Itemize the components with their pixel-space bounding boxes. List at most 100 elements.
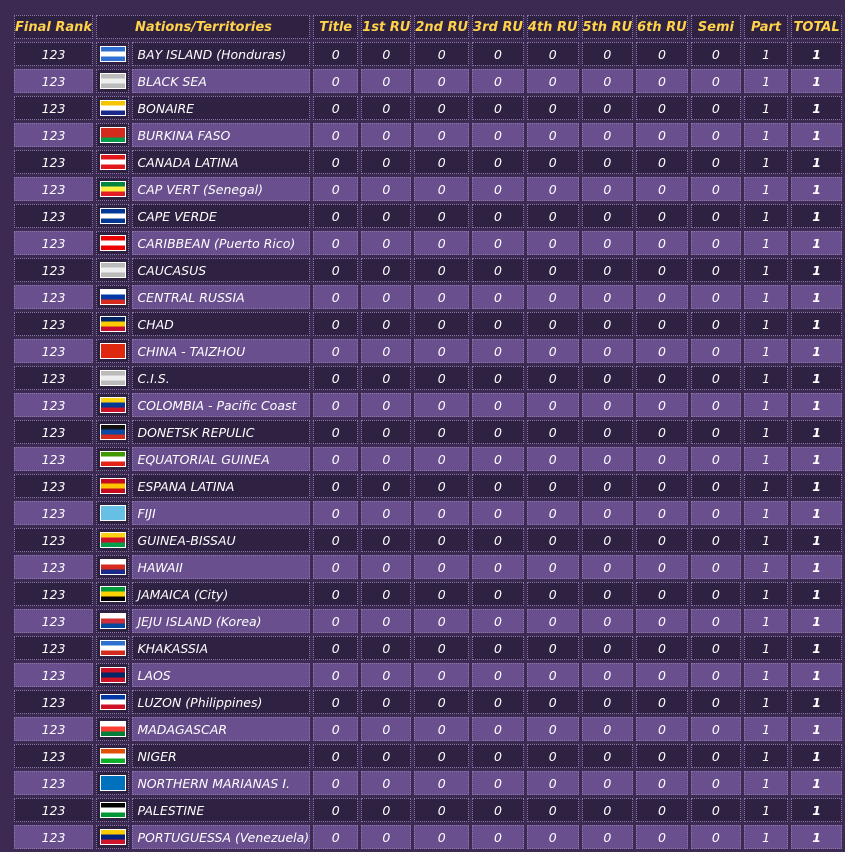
6th-ru-cell: 0	[636, 474, 688, 498]
nation-name: CARIBBEAN (Puerto Rico)	[132, 231, 311, 255]
nation-name: HAWAII	[132, 555, 311, 579]
part-cell: 1	[743, 636, 789, 660]
flag-cell	[96, 690, 130, 714]
flag-cell	[96, 339, 130, 363]
5th-ru-cell: 0	[581, 285, 634, 309]
title-cell: 0	[313, 528, 359, 552]
2nd-ru-cell: 0	[414, 285, 470, 309]
3rd-ru-cell: 0	[472, 582, 524, 606]
4th-ru-cell: 0	[526, 177, 579, 201]
5th-ru-cell: 0	[581, 690, 634, 714]
flag-cell	[96, 177, 130, 201]
final-rank-cell: 123	[14, 825, 94, 849]
senegal-flag-icon	[99, 181, 126, 198]
table-row: 123 FIJI 0 0 0 0 0 0 0 0 1 1	[14, 501, 842, 525]
final-rank-cell: 123	[14, 177, 94, 201]
6th-ru-cell: 0	[636, 636, 688, 660]
4th-ru-cell: 0	[526, 771, 579, 795]
nation-name: JEJU ISLAND (Korea)	[132, 609, 311, 633]
semi-cell: 0	[690, 204, 741, 228]
total-cell: 1	[791, 663, 842, 687]
4th-ru-cell: 0	[526, 744, 579, 768]
2nd-ru-cell: 0	[414, 339, 470, 363]
total-cell: 1	[791, 636, 842, 660]
final-rank-cell: 123	[14, 366, 94, 390]
total-cell: 1	[791, 582, 842, 606]
total-cell: 1	[791, 798, 842, 822]
2nd-ru-cell: 0	[414, 555, 470, 579]
part-cell: 1	[743, 366, 789, 390]
total-cell: 1	[791, 366, 842, 390]
generic-flag-icon	[99, 73, 126, 90]
title-cell: 0	[313, 42, 359, 66]
1st-ru-cell: 0	[361, 312, 412, 336]
semi-cell: 0	[690, 123, 741, 147]
1st-ru-cell: 0	[361, 366, 412, 390]
1st-ru-cell: 0	[361, 582, 412, 606]
4th-ru-cell: 0	[526, 339, 579, 363]
3rd-ru-cell: 0	[472, 690, 524, 714]
title-cell: 0	[313, 69, 359, 93]
total-cell: 1	[791, 339, 842, 363]
part-cell: 1	[743, 96, 789, 120]
table-row: 123 CAP VERT (Senegal) 0 0 0 0 0 0 0 0 1 1	[14, 177, 842, 201]
final-rank-cell: 123	[14, 501, 94, 525]
table-row: 123 BAY ISLAND (Honduras) 0 0 0 0 0 0 0 0 1 1	[14, 42, 842, 66]
semi-cell: 0	[690, 798, 741, 822]
final-rank-cell: 123	[14, 96, 94, 120]
6th-ru-cell: 0	[636, 312, 688, 336]
nation-name: LAOS	[132, 663, 311, 687]
5th-ru-cell: 0	[581, 771, 634, 795]
4th-ru-cell: 0	[526, 474, 579, 498]
3rd-ru-cell: 0	[472, 663, 524, 687]
semi-cell: 0	[690, 150, 741, 174]
semi-cell: 0	[690, 420, 741, 444]
semi-cell: 0	[690, 501, 741, 525]
4th-ru-cell: 0	[526, 150, 579, 174]
2nd-ru-cell: 0	[414, 366, 470, 390]
part-cell: 1	[743, 663, 789, 687]
jamaica-flag-icon	[99, 586, 126, 603]
6th-ru-cell: 0	[636, 42, 688, 66]
5th-ru-cell: 0	[581, 663, 634, 687]
3rd-ru-cell: 0	[472, 555, 524, 579]
part-cell: 1	[743, 582, 789, 606]
title-cell: 0	[313, 420, 359, 444]
semi-cell: 0	[690, 69, 741, 93]
6th-ru-cell: 0	[636, 690, 688, 714]
part-cell: 1	[743, 393, 789, 417]
flag-cell	[96, 609, 130, 633]
1st-ru-cell: 0	[361, 69, 412, 93]
final-rank-cell: 123	[14, 663, 94, 687]
3rd-ru-cell: 0	[472, 69, 524, 93]
2nd-ru-cell: 0	[414, 636, 470, 660]
part-cell: 1	[743, 528, 789, 552]
2nd-ru-cell: 0	[414, 582, 470, 606]
6th-ru-cell: 0	[636, 258, 688, 282]
nation-name: MADAGASCAR	[132, 717, 311, 741]
madagascar-flag-icon	[99, 721, 126, 738]
4th-ru-cell: 0	[526, 690, 579, 714]
1st-ru-cell: 0	[361, 285, 412, 309]
6th-ru-cell: 0	[636, 798, 688, 822]
table-row: 123 HAWAII 0 0 0 0 0 0 0 0 1 1	[14, 555, 842, 579]
final-rank-cell: 123	[14, 420, 94, 444]
3rd-ru-cell: 0	[472, 285, 524, 309]
russia-flag-icon	[99, 289, 126, 306]
4th-ru-cell: 0	[526, 123, 579, 147]
final-rank-cell: 123	[14, 150, 94, 174]
table-row: 123 CAPE VERDE 0 0 0 0 0 0 0 0 1 1	[14, 204, 842, 228]
5th-ru-cell: 0	[581, 258, 634, 282]
total-cell: 1	[791, 609, 842, 633]
3rd-ru-cell: 0	[472, 366, 524, 390]
5th-ru-cell: 0	[581, 231, 634, 255]
flag-cell	[96, 285, 130, 309]
header-nations: Nations/Territories	[96, 15, 311, 39]
chad-flag-icon	[99, 316, 126, 333]
nation-name: CAPE VERDE	[132, 204, 311, 228]
5th-ru-cell: 0	[581, 42, 634, 66]
5th-ru-cell: 0	[581, 393, 634, 417]
3rd-ru-cell: 0	[472, 204, 524, 228]
nation-name: ESPANA LATINA	[132, 474, 311, 498]
table-row: 123 JEJU ISLAND (Korea) 0 0 0 0 0 0 0 0 1 1	[14, 609, 842, 633]
